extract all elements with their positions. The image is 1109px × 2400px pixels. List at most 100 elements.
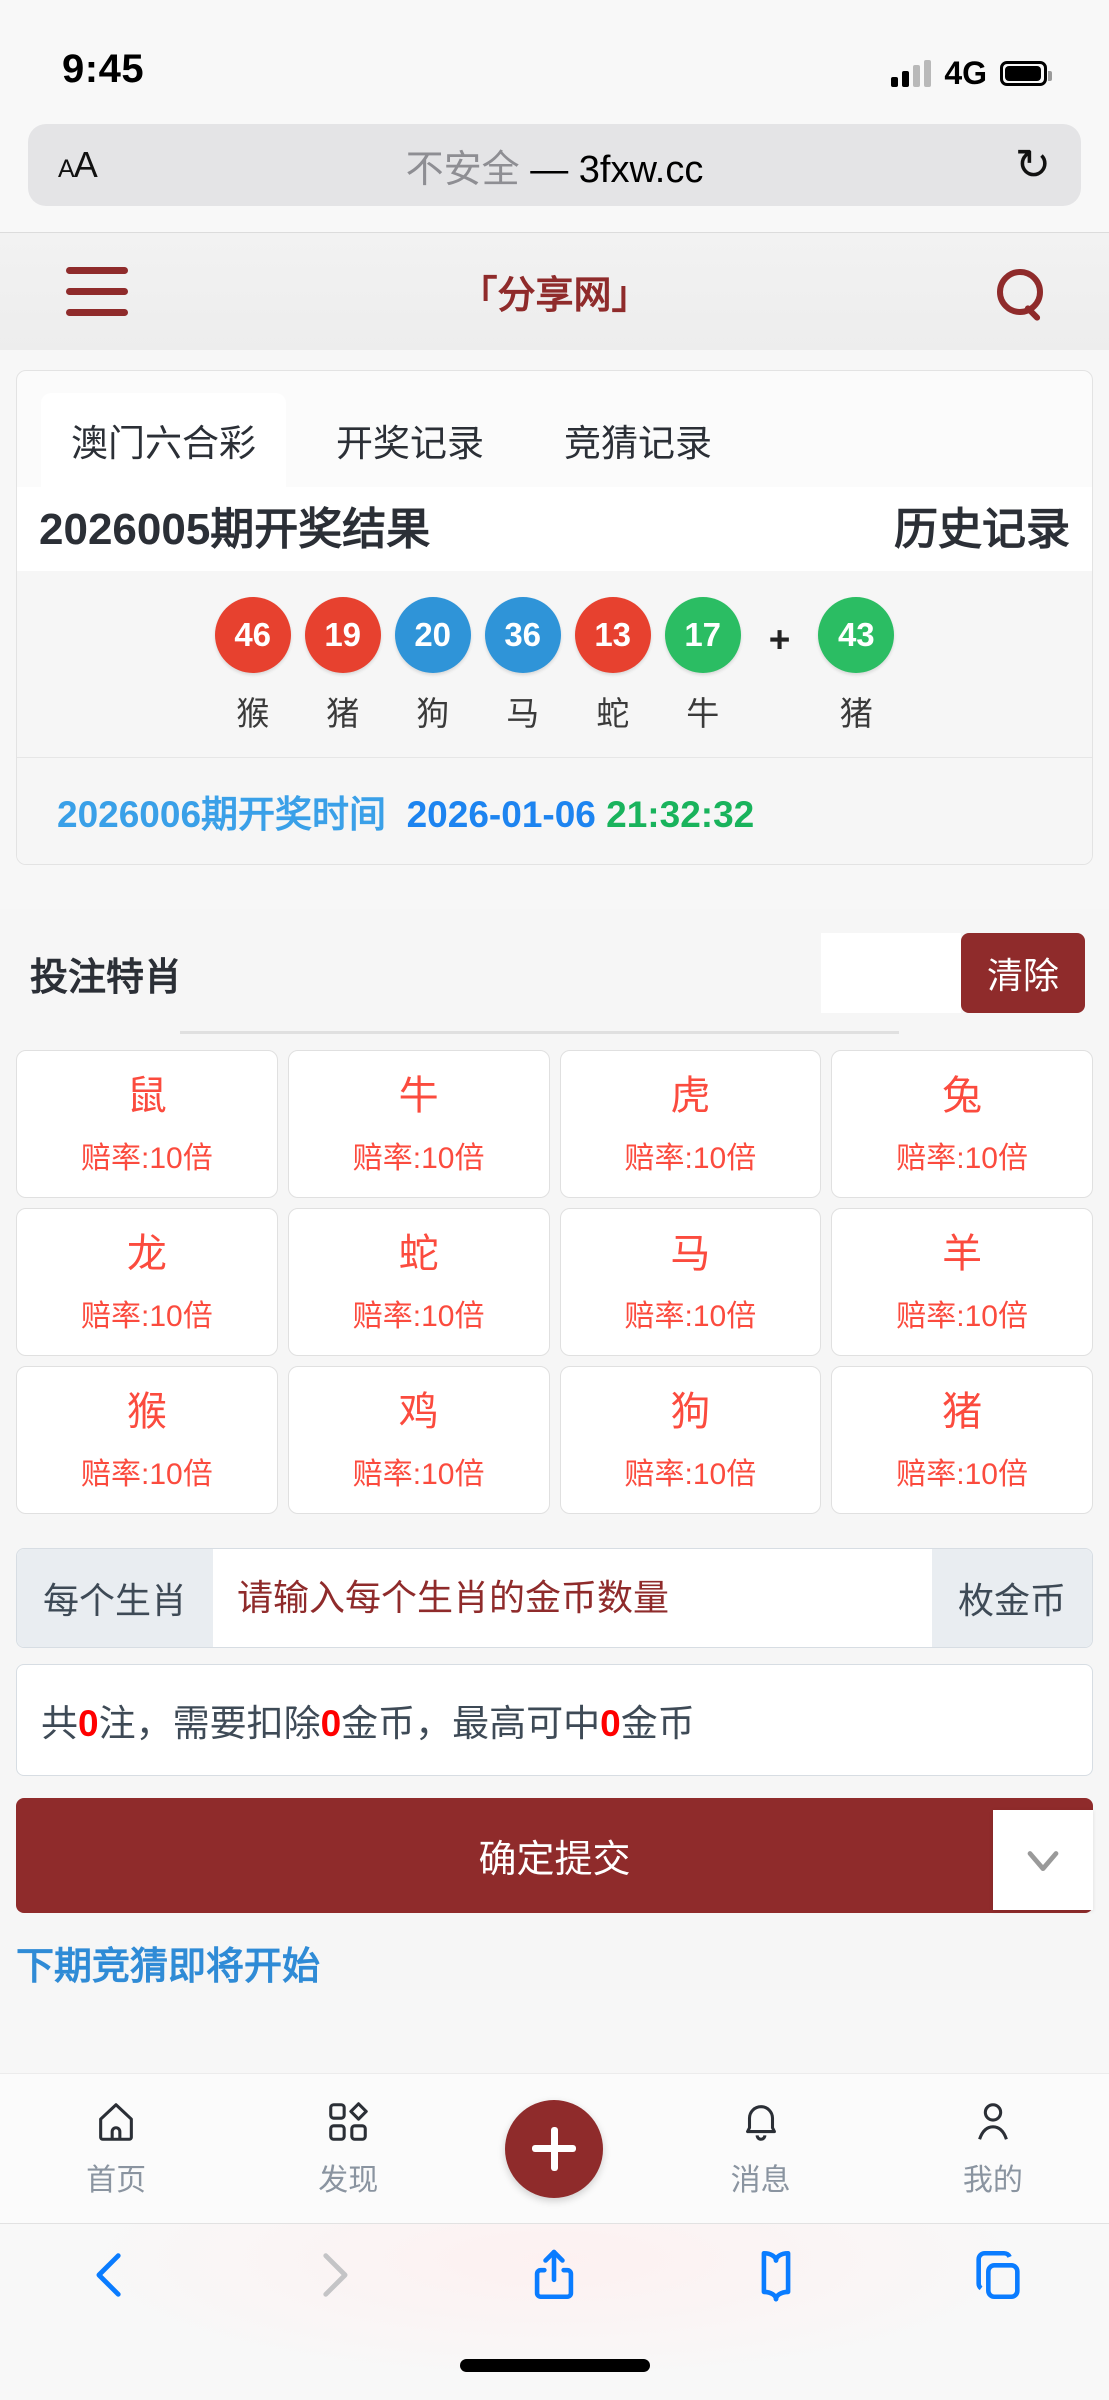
ball-item: 19 猪 bbox=[301, 597, 385, 735]
tabs-icon bbox=[976, 2250, 1020, 2300]
selected-zodiacs-display bbox=[820, 933, 961, 1013]
text-size-icon[interactable]: AA bbox=[58, 144, 98, 185]
reload-icon[interactable]: ↻ bbox=[1014, 140, 1051, 189]
history-records-link[interactable]: 历史记录 bbox=[894, 505, 1070, 554]
browser-forward-button[interactable] bbox=[304, 2246, 362, 2309]
clear-button[interactable]: 清除 bbox=[960, 933, 1085, 1013]
next-draw-date: 2026-01-06 bbox=[406, 794, 596, 835]
cellular-signal-icon bbox=[891, 60, 932, 87]
zodiac-bet-cell[interactable]: 马 赔率:10倍 bbox=[559, 1208, 822, 1356]
bell-icon bbox=[745, 2104, 776, 2141]
app-tab-discover[interactable]: 发现 bbox=[273, 2099, 423, 2199]
zodiac-name: 蛇 bbox=[398, 1232, 439, 1276]
zodiac-odds: 赔率:10倍 bbox=[352, 1300, 485, 1333]
zodiac-bet-cell[interactable]: 鸡 赔率:10倍 bbox=[287, 1366, 550, 1514]
zodiac-name: 虎 bbox=[670, 1074, 711, 1118]
browser-back-button[interactable] bbox=[82, 2246, 140, 2309]
app-tabbar: 首页 发现 消息 我的 bbox=[0, 2073, 1109, 2223]
bet-header-divider bbox=[180, 1031, 899, 1034]
summary-max-win: 0 bbox=[600, 1703, 621, 1744]
site-navbar: 「分享网」 bbox=[0, 232, 1109, 350]
tab-draw-records[interactable]: 开奖记录 bbox=[336, 423, 484, 464]
summary-part1: 共 bbox=[41, 1703, 78, 1744]
ball-zodiac-label: 狗 bbox=[416, 695, 450, 732]
zodiac-name: 猴 bbox=[126, 1390, 167, 1434]
next-draw-time: 2026006期开奖时间 2026-01-06 21:32:32 bbox=[17, 757, 1092, 864]
amount-input[interactable] bbox=[213, 1549, 932, 1647]
lottery-ball: 46 bbox=[214, 597, 291, 673]
search-icon[interactable] bbox=[997, 268, 1043, 315]
zodiac-bet-cell[interactable]: 龙 赔率:10倍 bbox=[16, 1208, 278, 1356]
zodiac-name: 猪 bbox=[942, 1390, 983, 1434]
url-text[interactable]: 不安全 — 3fxw.cc bbox=[28, 138, 1081, 193]
next-round-heading: 下期竞猜即将开始 bbox=[16, 1946, 321, 1988]
zodiac-bet-grid: 鼠 赔率:10倍 牛 赔率:10倍 虎 赔率:10倍 兔 赔率:10倍 龙 赔率… bbox=[0, 1034, 1109, 1532]
app-tab-home[interactable]: 首页 bbox=[41, 2099, 191, 2199]
lottery-ball: 36 bbox=[484, 597, 561, 673]
plus-separator: + bbox=[768, 619, 791, 660]
share-icon bbox=[535, 2249, 574, 2300]
hamburger-menu-icon[interactable] bbox=[66, 267, 128, 316]
add-fab-button[interactable] bbox=[505, 2099, 604, 2198]
zodiac-name: 狗 bbox=[670, 1390, 711, 1434]
bet-section-title: 投注特肖 bbox=[30, 956, 183, 999]
zodiac-odds: 赔率:10倍 bbox=[624, 1300, 757, 1333]
ball-zodiac-label: 牛 bbox=[686, 695, 720, 732]
ball-item: 20 狗 bbox=[391, 597, 475, 735]
zodiac-name: 兔 bbox=[942, 1074, 983, 1118]
zodiac-bet-cell[interactable]: 兔 赔率:10倍 bbox=[831, 1050, 1093, 1198]
safari-toolbar bbox=[0, 2223, 1109, 2400]
app-tab-profile[interactable]: 我的 bbox=[918, 2099, 1068, 2199]
status-time: 9:45 bbox=[62, 47, 145, 91]
zodiac-bet-cell[interactable]: 猴 赔率:10倍 bbox=[16, 1366, 278, 1514]
book-icon bbox=[761, 2250, 791, 2302]
browser-share-button[interactable] bbox=[525, 2246, 583, 2309]
chevron-left-icon bbox=[96, 2253, 121, 2297]
summary-part4: 金币 bbox=[620, 1703, 695, 1744]
network-type-label: 4G bbox=[944, 55, 987, 91]
zodiac-bet-cell[interactable]: 蛇 赔率:10倍 bbox=[287, 1208, 550, 1356]
status-bar: 9:45 4G bbox=[0, 0, 1109, 110]
tab-guess-records[interactable]: 竞猜记录 bbox=[564, 423, 712, 464]
url-domain: 3fxw.cc bbox=[578, 148, 704, 191]
browser-bookmarks-button[interactable] bbox=[747, 2246, 805, 2309]
ball-item: 46 猴 bbox=[211, 597, 295, 735]
scroll-down-button[interactable] bbox=[993, 1810, 1093, 1910]
tab-macau-lottery[interactable]: 澳门六合彩 bbox=[41, 393, 286, 487]
zodiac-name: 马 bbox=[670, 1232, 711, 1276]
bet-header-controls: 清除 bbox=[820, 933, 1085, 1013]
lottery-ball: 13 bbox=[574, 597, 651, 673]
lottery-ball: 17 bbox=[664, 597, 741, 673]
person-icon bbox=[977, 2102, 1008, 2140]
special-lottery-ball: 43 bbox=[818, 597, 895, 673]
zodiac-bet-cell[interactable]: 羊 赔率:10倍 bbox=[831, 1208, 1093, 1356]
url-bar[interactable]: AA 不安全 — 3fxw.cc ↻ bbox=[28, 124, 1081, 206]
app-tab-messages[interactable]: 消息 bbox=[686, 2099, 836, 2199]
battery-icon bbox=[1000, 61, 1052, 86]
next-draw-period-label: 2026006期开奖时间 bbox=[57, 794, 387, 835]
zodiac-odds: 赔率:10倍 bbox=[896, 1458, 1028, 1491]
submit-button[interactable]: 确定提交 bbox=[16, 1798, 1093, 1913]
summary-cost: 0 bbox=[320, 1703, 342, 1744]
app-tab-label: 消息 bbox=[730, 2163, 791, 2197]
zodiac-bet-cell[interactable]: 猪 赔率:10倍 bbox=[831, 1366, 1093, 1514]
zodiac-bet-cell[interactable]: 鼠 赔率:10倍 bbox=[16, 1050, 278, 1198]
security-warning-label: 不安全 bbox=[405, 148, 520, 191]
zodiac-odds: 赔率:10倍 bbox=[81, 1142, 213, 1175]
zodiac-odds: 赔率:10倍 bbox=[624, 1458, 757, 1491]
zodiac-bet-cell[interactable]: 虎 赔率:10倍 bbox=[559, 1050, 822, 1198]
app-tab-label: 发现 bbox=[318, 2163, 379, 2197]
zodiac-odds: 赔率:10倍 bbox=[352, 1458, 485, 1491]
zodiac-bet-cell[interactable]: 狗 赔率:10倍 bbox=[559, 1366, 822, 1514]
site-title: 「分享网」 bbox=[459, 275, 650, 317]
zodiac-bet-cell[interactable]: 牛 赔率:10倍 bbox=[287, 1050, 550, 1198]
chevron-right-icon bbox=[323, 2253, 348, 2297]
chevron-down-icon bbox=[1027, 1851, 1059, 1872]
ball-zodiac-label: 蛇 bbox=[596, 695, 630, 732]
browser-tabs-button[interactable] bbox=[969, 2246, 1027, 2309]
zodiac-odds: 赔率:10倍 bbox=[624, 1142, 757, 1175]
zodiac-name: 龙 bbox=[126, 1232, 167, 1276]
lottery-balls-row: 46 猴 19 猪 20 狗 36 马 13 蛇 17 牛 bbox=[17, 571, 1092, 757]
summary-part3: 金币，最高可中 bbox=[341, 1703, 601, 1744]
